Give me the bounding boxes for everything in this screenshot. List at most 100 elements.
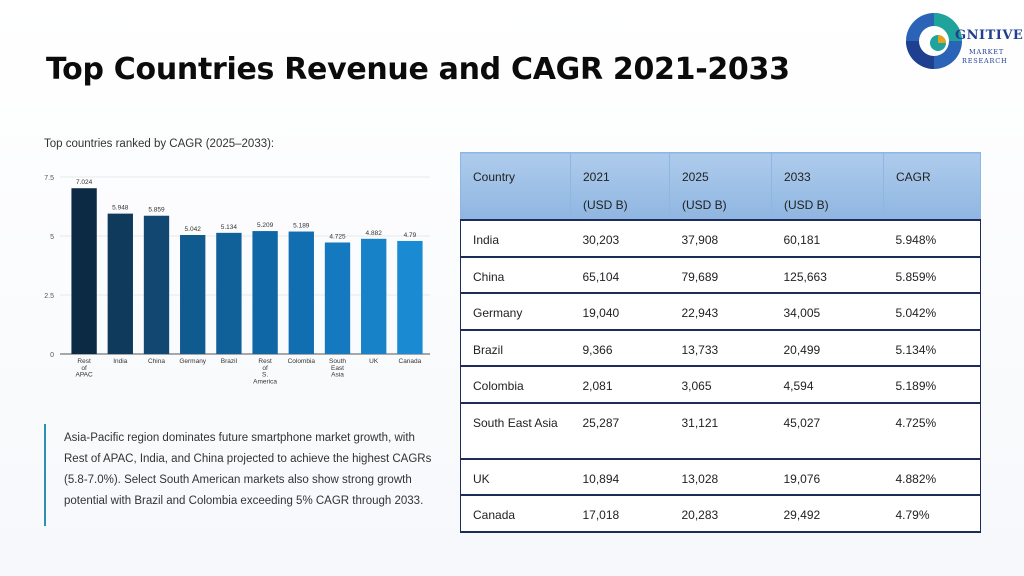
bar	[216, 232, 242, 354]
cell-cagr: 5.134%	[883, 328, 981, 366]
cognitive-logo	[906, 13, 962, 69]
y-tick-label: 5	[50, 234, 54, 241]
cell-y2033: 34,005	[771, 292, 884, 330]
bar	[361, 238, 387, 354]
cell-country: China	[460, 255, 571, 293]
table-row: Colombia 2,081 3,065 4,594 5.189%	[460, 365, 981, 403]
cell-y2025: 31,121	[669, 401, 772, 459]
cell-y2025: 13,028	[669, 457, 772, 495]
x-tick-label: South	[329, 358, 346, 365]
cell-country: Colombia	[460, 365, 571, 403]
cell-cagr: 5.042%	[883, 292, 981, 330]
table-row: Canada 17,018 20,283 29,492 4.79%	[460, 494, 981, 533]
table-row: Brazil 9,366 13,733 20,499 5.134%	[460, 328, 981, 366]
cell-y2033: 19,076	[771, 457, 884, 495]
cagr-bar-chart: 02.557.57.024RestofAPAC5.948India5.859Ch…	[44, 175, 430, 385]
data-label: 5.134	[221, 224, 238, 231]
x-tick-label: Germany	[179, 358, 206, 365]
cell-y2033: 125,663	[771, 255, 884, 293]
data-label: 5.948	[112, 205, 129, 212]
chart-caption: Top countries ranked by CAGR (2025–2033)…	[44, 138, 275, 150]
summary-note: Asia-Pacific region dominates future sma…	[44, 424, 434, 526]
cell-cagr: 4.882%	[883, 457, 981, 495]
x-tick-label: of	[81, 365, 87, 372]
table-row: UK 10,894 13,028 19,076 4.882%	[460, 457, 981, 495]
x-tick-label: India	[113, 358, 127, 365]
x-tick-label: Colombia	[288, 358, 316, 365]
x-tick-label: Rest	[77, 358, 91, 365]
cell-y2021: 30,203	[570, 219, 670, 257]
logo-subtext-research: RESEARCH	[962, 57, 1008, 65]
x-tick-label: UK	[369, 358, 379, 365]
logo-text: GNITIVE	[955, 28, 1024, 43]
y-tick-label: 7.5	[44, 175, 54, 182]
cell-y2021: 17,018	[570, 494, 670, 533]
cell-y2033: 45,027	[771, 401, 884, 459]
data-label: 5.189	[293, 223, 310, 230]
x-tick-label: America	[253, 378, 277, 385]
x-tick-label: APAC	[75, 372, 93, 379]
table-header-row: Country 2021 (USD B) 2025 (USD B) 2033 (USD…	[460, 152, 981, 221]
cell-country: Germany	[460, 292, 571, 330]
bar	[107, 213, 133, 354]
cell-cagr: 5.948%	[883, 219, 981, 257]
x-tick-label: East	[331, 365, 344, 372]
cell-y2025: 79,689	[669, 255, 772, 293]
bar	[143, 215, 170, 354]
bar	[180, 235, 206, 354]
cell-cagr: 5.189%	[883, 365, 981, 403]
cell-y2025: 22,943	[669, 292, 772, 330]
cell-y2025: 13,733	[669, 328, 772, 366]
data-label: 4.79	[404, 232, 417, 239]
cell-country: South East Asia	[460, 401, 571, 459]
logo-subtext-market: MARKET	[969, 48, 1004, 56]
bar	[397, 240, 423, 354]
header-2033: 2033 (USD B)	[771, 152, 884, 221]
cell-y2025: 20,283	[669, 494, 772, 533]
cell-y2021: 65,104	[570, 255, 670, 293]
data-label: 4.882	[366, 230, 383, 237]
x-tick-label: S.	[262, 372, 268, 379]
cell-country: Brazil	[460, 328, 571, 366]
y-tick-label: 0	[50, 352, 54, 359]
data-label: 5.042	[185, 226, 202, 233]
x-tick-label: Asia	[331, 372, 344, 379]
cell-cagr: 5.859%	[883, 255, 981, 293]
page-title: Top Countries Revenue and CAGR 2021-2033	[46, 52, 790, 87]
header-2025: 2025 (USD B)	[669, 152, 772, 221]
bar	[288, 231, 314, 354]
header-cagr: CAGR	[883, 152, 981, 221]
table-row: Germany 19,040 22,943 34,005 5.042%	[460, 292, 981, 330]
revenue-cagr-table: Country 2021 (USD B) 2025 (USD B) 2033 (USD…	[460, 152, 981, 533]
table-row: India 30,203 37,908 60,181 5.948%	[460, 219, 981, 257]
data-label: 5.209	[257, 222, 274, 229]
table-row: China 65,104 79,689 125,663 5.859%	[460, 255, 981, 293]
cell-y2021: 25,287	[570, 401, 670, 459]
bar	[252, 231, 278, 354]
cell-country: Canada	[460, 494, 571, 533]
cell-y2033: 60,181	[771, 219, 884, 257]
cell-cagr: 4.79%	[883, 494, 981, 533]
data-label: 4.725	[329, 233, 346, 240]
cell-y2025: 3,065	[669, 365, 772, 403]
x-tick-label: Rest	[258, 358, 272, 365]
bar	[71, 188, 97, 354]
cell-y2021: 10,894	[570, 457, 670, 495]
cell-y2033: 4,594	[771, 365, 884, 403]
cell-y2033: 20,499	[771, 328, 884, 366]
cell-y2021: 19,040	[570, 292, 670, 330]
bar	[324, 242, 351, 354]
x-tick-label: Brazil	[221, 358, 238, 365]
cell-country: UK	[460, 457, 571, 495]
header-2021: 2021 (USD B)	[570, 152, 670, 221]
data-label: 7.024	[76, 179, 93, 186]
data-label: 5.859	[148, 207, 165, 214]
cell-country: India	[460, 219, 571, 257]
cell-y2033: 29,492	[771, 494, 884, 533]
x-tick-label: Canada	[399, 358, 422, 365]
x-tick-label: of	[262, 365, 268, 372]
y-tick-label: 2.5	[44, 293, 54, 300]
cell-y2021: 9,366	[570, 328, 670, 366]
header-country: Country	[460, 152, 571, 221]
cell-y2021: 2,081	[570, 365, 670, 403]
